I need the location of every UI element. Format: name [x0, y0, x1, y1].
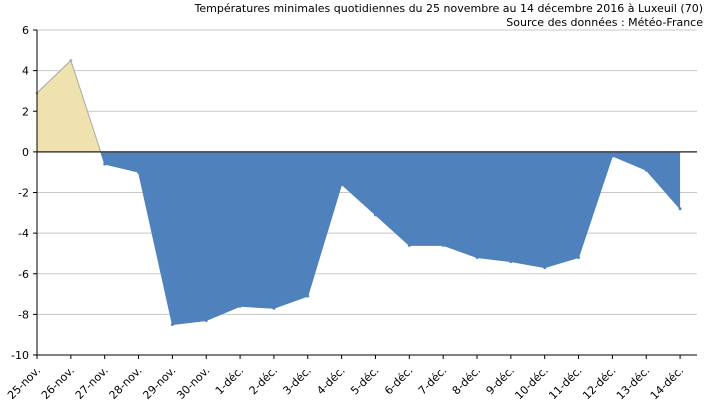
x-tick-label: 1-déc.: [213, 364, 246, 397]
x-tick-label: 29-nov.: [140, 364, 178, 402]
data-point: [441, 243, 445, 247]
x-tick-label: 13-déc.: [614, 364, 652, 402]
data-point: [644, 168, 648, 172]
data-point: [204, 318, 208, 322]
data-point: [678, 207, 682, 211]
y-tick-label: -8: [18, 308, 29, 321]
data-point: [306, 294, 310, 298]
y-tick-label: 0: [22, 146, 29, 159]
x-tick-label: 4-déc.: [314, 364, 347, 397]
data-point: [407, 243, 411, 247]
x-tick-label: 2-déc.: [247, 364, 280, 397]
x-tick-label: 14-déc.: [648, 364, 686, 402]
x-tick-label: 11-déc.: [546, 364, 584, 402]
y-tick-label: -10: [11, 349, 29, 362]
x-tick-label: 30-nov.: [174, 364, 212, 402]
data-point: [577, 256, 581, 259]
x-tick-label: 5-déc.: [348, 364, 381, 397]
data-point: [103, 162, 107, 166]
x-tick-label: 10-déc.: [512, 364, 550, 402]
y-tick-label: -4: [18, 227, 29, 240]
data-point: [69, 58, 73, 62]
data-point: [340, 182, 344, 186]
data-point: [610, 154, 614, 158]
x-tick-label: 28-nov.: [107, 364, 145, 402]
x-tick-label: 6-déc.: [382, 364, 415, 397]
data-point: [272, 306, 276, 310]
x-tick-label: 25-nov.: [5, 364, 43, 402]
data-point: [543, 266, 547, 270]
chart-title: Températures minimales quotidiennes du 2…: [194, 2, 703, 15]
x-tick-label: 26-nov.: [39, 364, 77, 402]
data-point: [170, 323, 174, 327]
x-tick-label: 8-déc.: [450, 364, 483, 397]
data-point: [475, 256, 479, 259]
data-point: [373, 213, 377, 217]
y-tick-label: 6: [22, 24, 29, 37]
y-tick-label: -6: [18, 268, 29, 281]
y-tick-label: -2: [18, 187, 29, 200]
x-tick-label: 3-déc.: [280, 364, 313, 397]
area-negative: [100, 151, 681, 325]
chart-subtitle: Source des données : Météo-France: [506, 16, 703, 29]
x-tick-label: 7-déc.: [416, 364, 449, 397]
area-positive: [37, 60, 101, 152]
x-tick-label: 12-déc.: [580, 364, 618, 402]
y-tick-label: 4: [22, 65, 29, 78]
x-tick-label: 27-nov.: [73, 364, 111, 402]
data-point: [238, 304, 242, 308]
data-point: [137, 170, 141, 174]
data-point: [509, 260, 513, 264]
y-tick-label: 2: [22, 105, 29, 118]
